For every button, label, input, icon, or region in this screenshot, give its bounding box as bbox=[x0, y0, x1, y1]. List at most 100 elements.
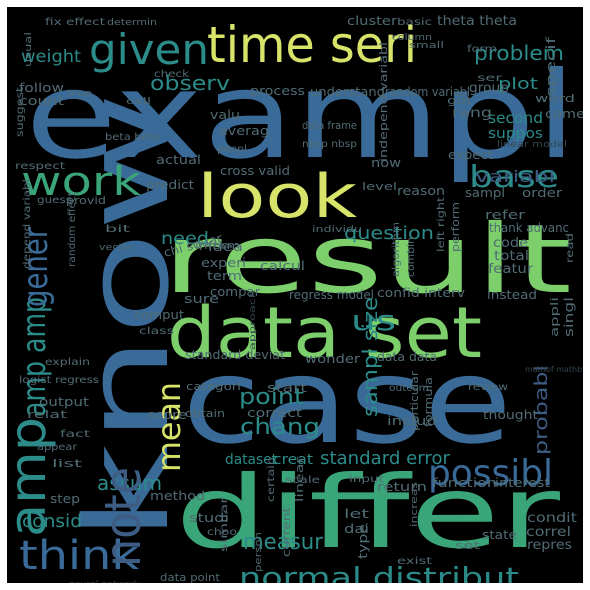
cloud-word-current: current bbox=[280, 506, 293, 557]
cloud-word-dai: dai bbox=[344, 522, 369, 536]
cloud-word-predict: predict bbox=[146, 178, 194, 192]
cloud-word-method: method bbox=[150, 489, 205, 503]
cloud-word-cluster: cluster bbox=[347, 14, 397, 28]
cloud-word-depend-variabl: depend variabl bbox=[22, 179, 33, 269]
cloud-word-fact: fact bbox=[60, 429, 90, 440]
cloud-word-column: column bbox=[392, 33, 432, 43]
cloud-word-reason: reason bbox=[397, 184, 445, 198]
cloud-word-exampl: exampl bbox=[25, 47, 577, 186]
cloud-word-sampl: sampl bbox=[465, 186, 505, 200]
cloud-word-regress-model: regress model bbox=[289, 288, 374, 302]
cloud-word-fix-effect: fix effect bbox=[45, 17, 105, 28]
cloud-word-process: process bbox=[250, 84, 305, 98]
cloud-word-correl: correl bbox=[526, 525, 571, 540]
cloud-word-standard-error: standard error bbox=[320, 448, 451, 469]
cloud-word-comput: comput bbox=[134, 308, 184, 322]
cloud-word-compar: compar bbox=[210, 285, 260, 299]
cloud-word-suggest: suggest bbox=[15, 87, 26, 137]
cloud-word-experi: experi bbox=[201, 256, 246, 270]
cloud-word-input: input bbox=[349, 474, 384, 485]
cloud-word-cross-valid: cross valid bbox=[220, 164, 290, 178]
cloud-word-approach: approach bbox=[248, 290, 257, 350]
cloud-word-look: look bbox=[197, 162, 357, 232]
cloud-word-output: output bbox=[39, 395, 89, 409]
cloud-word-observ: observ bbox=[150, 71, 230, 95]
cloud-word-usual: usual bbox=[24, 32, 34, 67]
cloud-word-true: true bbox=[67, 89, 93, 99]
cloud-word-repres: repres bbox=[527, 538, 572, 553]
cloud-word-specif: specif bbox=[544, 36, 558, 97]
cloud-word-differ: differ bbox=[175, 454, 561, 571]
cloud-word-appear: appear bbox=[37, 442, 78, 453]
cloud-word-plot: plot bbox=[498, 74, 538, 93]
cloud-word-term: term bbox=[207, 269, 242, 283]
cloud-word-know: know bbox=[61, 92, 195, 542]
cloud-word-obtain: obtain bbox=[185, 407, 225, 420]
cloud-word-weight: weight bbox=[21, 47, 81, 67]
cloud-word-us: us bbox=[351, 304, 396, 337]
cloud-word-bit: bit bbox=[105, 224, 130, 235]
cloud-word-group: group bbox=[469, 81, 509, 96]
cloud-word-actual: actual bbox=[156, 153, 201, 167]
cloud-word-result: result bbox=[162, 205, 572, 315]
cloud-word-gener: gener bbox=[16, 227, 56, 307]
cloud-word-let: let bbox=[344, 507, 369, 521]
cloud-word-second: second bbox=[488, 109, 543, 127]
cloud-word-base: base bbox=[469, 160, 559, 195]
cloud-word-level: level bbox=[362, 180, 397, 193]
cloud-word-understand: understand bbox=[310, 85, 385, 99]
cloud-word-possibl: possibl bbox=[428, 453, 553, 494]
cloud-word-valu: valu bbox=[210, 108, 240, 122]
cloud-word-mean: mean bbox=[150, 382, 188, 472]
cloud-word-come: come bbox=[545, 107, 583, 121]
cloud-word-dataset: dataset bbox=[225, 452, 277, 468]
cloud-word-data-frame: data frame bbox=[302, 119, 357, 132]
cloud-word-step: step bbox=[50, 492, 80, 506]
cloud-word-thank-advanc: thank advanc bbox=[489, 221, 569, 235]
cloud-word-data-set: data set bbox=[167, 292, 482, 374]
cloud-word-choo: choo bbox=[207, 527, 237, 538]
cloud-word-linear: linear bbox=[293, 456, 306, 502]
cloud-word-respect: respect bbox=[15, 161, 65, 172]
cloud-word-expect: expect bbox=[448, 148, 493, 162]
cloud-word-probabl: probabl bbox=[531, 365, 552, 455]
cloud-word-ser: ser bbox=[477, 73, 503, 84]
cloud-word-averag: averag bbox=[219, 124, 269, 138]
cloud-word-case: case bbox=[182, 332, 512, 470]
word-cloud: exampl know result case differ data set time s… bbox=[7, 7, 583, 583]
cloud-word-determin: determin bbox=[107, 18, 157, 28]
cloud-word-standard-deviat: standard deviat bbox=[185, 348, 285, 362]
cloud-word-categori: categori bbox=[186, 380, 241, 393]
cloud-word-inform: inform bbox=[195, 239, 240, 252]
cloud-word-state: state bbox=[482, 528, 517, 542]
cloud-word-person: person bbox=[254, 532, 264, 572]
cloud-word-explain: explain bbox=[45, 357, 90, 368]
cloud-word-confid-interv: confid interv bbox=[377, 286, 465, 300]
cloud-word-chang: chang bbox=[240, 415, 320, 440]
cloud-word-particular: particular bbox=[408, 370, 421, 431]
cloud-word-condit: condit bbox=[527, 511, 577, 526]
cloud-word-measur: measur bbox=[243, 530, 324, 555]
cloud-word-refer: refer bbox=[485, 208, 525, 222]
cloud-word-count: count bbox=[19, 94, 64, 108]
cloud-word-nbsp-nbsp: nbsp nbsp bbox=[302, 139, 357, 150]
cloud-word-review: review bbox=[468, 382, 508, 393]
cloud-word-given: given bbox=[89, 25, 209, 74]
cloud-word-perform: perform bbox=[449, 202, 462, 252]
cloud-word-guess: guess bbox=[37, 195, 72, 206]
cloud-word-code: code bbox=[493, 236, 528, 251]
cloud-word-relat: relat bbox=[27, 408, 68, 421]
cloud-word-provid: provid bbox=[66, 194, 106, 207]
cloud-word-thought: thought bbox=[483, 408, 538, 422]
cloud-word-outcom: outcom bbox=[389, 383, 429, 394]
cloud-word-interest: interest bbox=[495, 476, 550, 490]
cloud-word-formula: formula bbox=[422, 377, 435, 427]
cloud-word-similar: similar bbox=[219, 496, 230, 552]
cloud-word-read: read bbox=[565, 233, 576, 263]
cloud-word-amp-amp: amp amp bbox=[15, 297, 53, 417]
cloud-word-question: question bbox=[344, 223, 434, 244]
cloud-word-sampl-size: sampl size bbox=[358, 297, 382, 417]
cloud-word-set: set bbox=[455, 539, 481, 552]
cloud-word-now: now bbox=[371, 156, 401, 170]
cloud-word-rang: rang bbox=[452, 106, 492, 121]
